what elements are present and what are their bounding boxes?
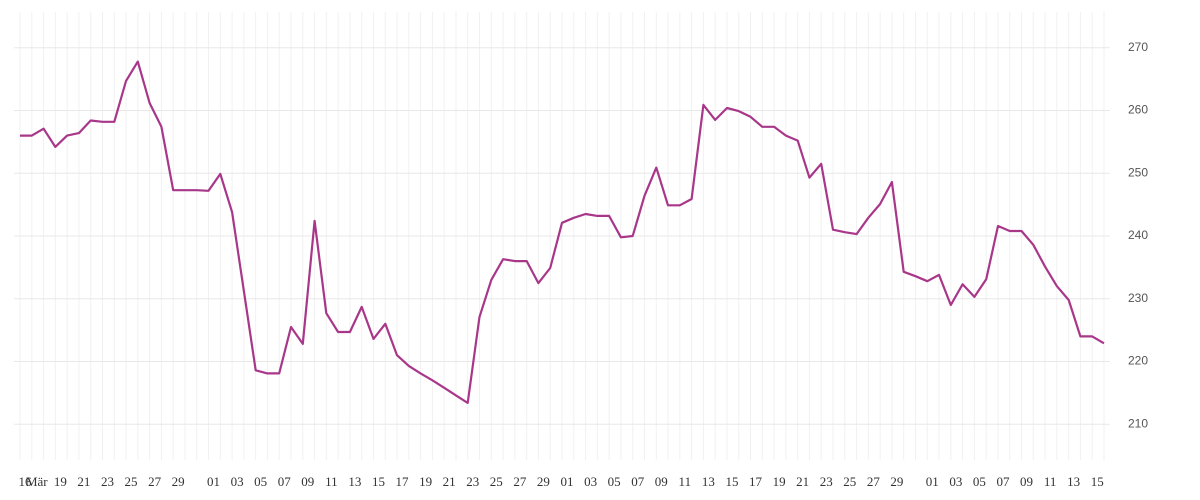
x-tick-label: 17 bbox=[749, 474, 763, 489]
x-tick-label: 19 bbox=[419, 474, 432, 489]
y-tick-label: 250 bbox=[1128, 165, 1148, 179]
y-tick-label: 260 bbox=[1128, 103, 1148, 117]
x-tick-label: 21 bbox=[77, 474, 90, 489]
x-tick-label: 29 bbox=[537, 474, 550, 489]
y-tick-label: 220 bbox=[1128, 354, 1148, 368]
x-tick-label: 25 bbox=[125, 474, 138, 489]
x-tick-label: 09 bbox=[1020, 474, 1033, 489]
x-tick-label: 05 bbox=[608, 474, 621, 489]
x-tick-label: 11 bbox=[325, 474, 338, 489]
x-tick-label: 07 bbox=[631, 474, 645, 489]
x-tick-label: 01 bbox=[561, 474, 574, 489]
x-tick-label: 03 bbox=[584, 474, 597, 489]
x-tick-label: 05 bbox=[973, 474, 986, 489]
y-tick-label: 210 bbox=[1128, 416, 1148, 430]
price-line bbox=[20, 60, 1105, 404]
y-tick-label: 240 bbox=[1128, 228, 1148, 242]
x-tick-label: 23 bbox=[820, 474, 833, 489]
x-tick-label: 27 bbox=[513, 474, 527, 489]
x-tick-label: 11 bbox=[679, 474, 692, 489]
x-tick-label: 23 bbox=[466, 474, 479, 489]
y-tick-label: 270 bbox=[1128, 40, 1148, 54]
x-tick-label: 16 bbox=[19, 474, 33, 489]
y-tick-label: 230 bbox=[1128, 291, 1148, 305]
x-tick-label: 15 bbox=[372, 474, 385, 489]
x-tick-label: 03 bbox=[949, 474, 962, 489]
x-tick-label: 21 bbox=[796, 474, 809, 489]
x-tick-label: 27 bbox=[148, 474, 162, 489]
x-tick-label: 09 bbox=[655, 474, 668, 489]
x-tick-label: 25 bbox=[490, 474, 503, 489]
x-tick-label: 27 bbox=[867, 474, 881, 489]
x-tick-label: 29 bbox=[890, 474, 903, 489]
x-tick-label: 23 bbox=[101, 474, 114, 489]
x-tick-label: 29 bbox=[172, 474, 185, 489]
x-tick-label: 03 bbox=[231, 474, 244, 489]
x-tick-label: 13 bbox=[1067, 474, 1080, 489]
x-tick-label: 19 bbox=[54, 474, 67, 489]
x-tick-label: 11 bbox=[1044, 474, 1057, 489]
x-tick-label: 05 bbox=[254, 474, 267, 489]
x-tick-label: 07 bbox=[996, 474, 1010, 489]
x-tick-label: 09 bbox=[301, 474, 314, 489]
x-tick-label: 07 bbox=[278, 474, 292, 489]
x-tick-label: 15 bbox=[725, 474, 738, 489]
x-tick-label: 01 bbox=[926, 474, 939, 489]
x-tick-label: 15 bbox=[1091, 474, 1104, 489]
x-tick-label: 01 bbox=[207, 474, 220, 489]
x-tick-label: 21 bbox=[443, 474, 456, 489]
x-tick-label: 25 bbox=[843, 474, 856, 489]
x-tick-label: 19 bbox=[773, 474, 786, 489]
x-tick-label: 17 bbox=[396, 474, 410, 489]
x-tick-label: Mär bbox=[26, 474, 48, 489]
x-tick-label: 13 bbox=[348, 474, 361, 489]
x-tick-label: 13 bbox=[702, 474, 715, 489]
